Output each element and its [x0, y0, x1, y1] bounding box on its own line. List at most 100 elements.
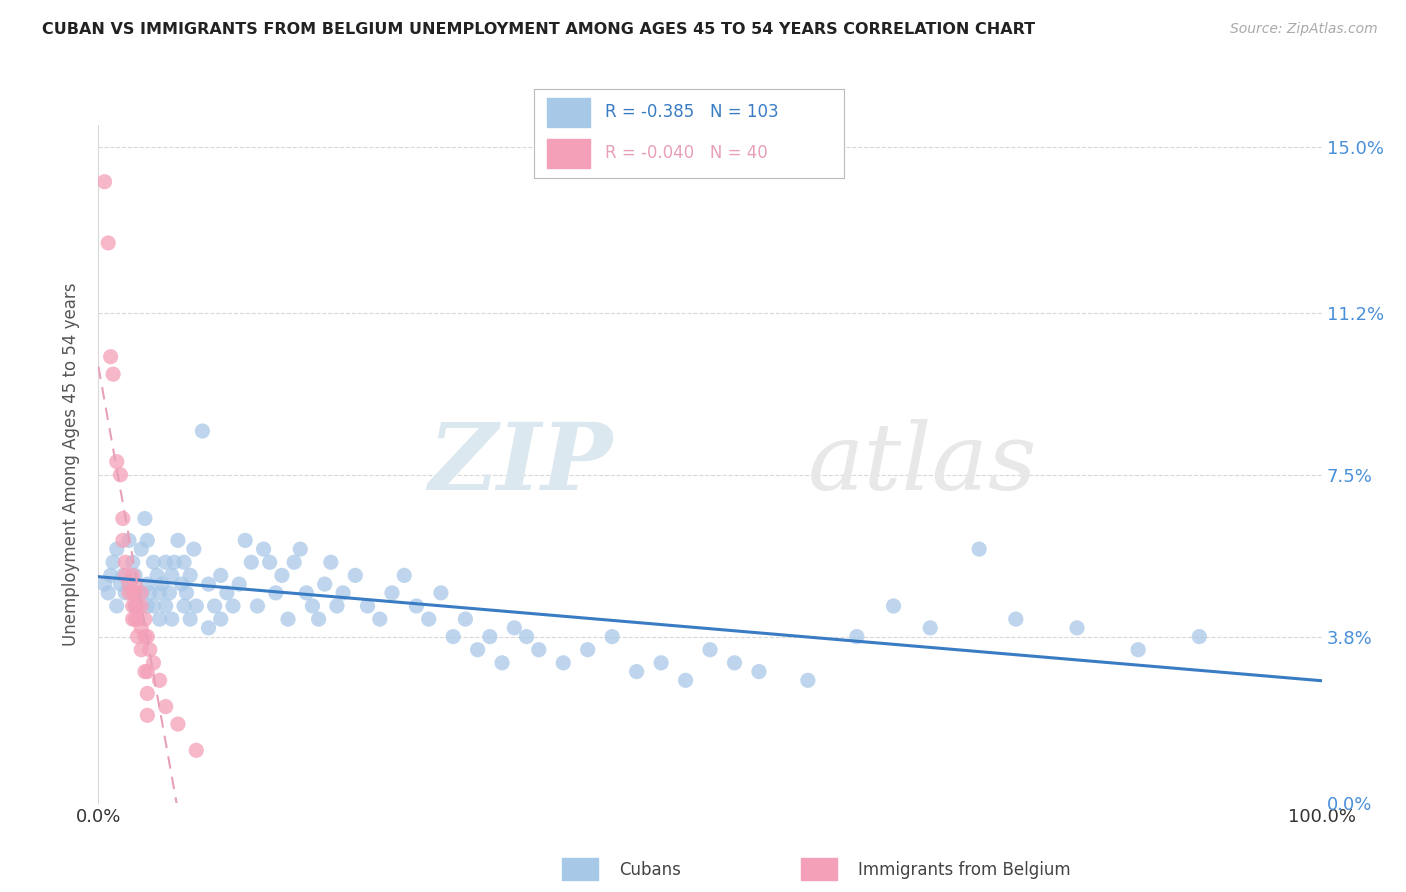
Point — [146, 568, 169, 582]
Point — [222, 599, 245, 613]
Point — [186, 743, 208, 757]
Point — [209, 612, 232, 626]
Point — [478, 630, 501, 644]
Point — [136, 686, 159, 700]
Point — [356, 599, 378, 613]
Point — [675, 673, 697, 688]
Point — [136, 708, 159, 723]
Point — [392, 568, 416, 582]
Point — [121, 555, 143, 569]
Point — [1066, 621, 1088, 635]
Point — [283, 555, 305, 569]
Point — [160, 612, 183, 626]
Point — [111, 568, 134, 582]
Text: R = -0.040   N = 40: R = -0.040 N = 40 — [606, 145, 768, 162]
Point — [381, 586, 404, 600]
Point — [626, 665, 648, 679]
Point — [418, 612, 440, 626]
Point — [197, 621, 219, 635]
Bar — [547, 98, 591, 127]
Point — [129, 599, 152, 613]
Text: atlas: atlas — [808, 419, 1038, 508]
Point — [124, 577, 146, 591]
Point — [179, 612, 201, 626]
Point — [118, 577, 141, 591]
Point — [127, 612, 149, 626]
Point — [1188, 630, 1211, 644]
Point — [600, 630, 623, 644]
Point — [503, 621, 526, 635]
Point — [129, 586, 152, 600]
Point — [845, 630, 868, 644]
Point — [129, 621, 152, 635]
Point — [160, 568, 183, 582]
Point — [136, 630, 159, 644]
Point — [139, 586, 162, 600]
Point — [576, 642, 599, 657]
Point — [114, 555, 136, 569]
Point — [270, 568, 294, 582]
Point — [491, 656, 513, 670]
Point — [797, 673, 820, 688]
Point — [149, 673, 172, 688]
Text: CUBAN VS IMMIGRANTS FROM BELGIUM UNEMPLOYMENT AMONG AGES 45 TO 54 YEARS CORRELAT: CUBAN VS IMMIGRANTS FROM BELGIUM UNEMPLO… — [42, 22, 1035, 37]
Point — [114, 568, 136, 582]
Point — [129, 642, 152, 657]
Point — [136, 599, 159, 613]
Point — [111, 533, 134, 548]
Point — [204, 599, 226, 613]
Point — [308, 612, 330, 626]
Point — [110, 577, 132, 591]
Point — [967, 542, 990, 557]
Point — [176, 586, 198, 600]
Point — [136, 533, 159, 548]
Point — [121, 599, 143, 613]
Point — [167, 533, 190, 548]
Point — [259, 555, 281, 569]
Point — [179, 568, 201, 582]
Point — [553, 656, 575, 670]
Point — [124, 568, 146, 582]
Point — [699, 642, 721, 657]
Point — [118, 577, 141, 591]
Point — [136, 665, 159, 679]
Point — [134, 630, 156, 644]
Point — [183, 542, 205, 557]
Point — [233, 533, 256, 548]
Point — [155, 555, 177, 569]
Point — [93, 577, 115, 591]
Point — [101, 367, 124, 381]
Point — [127, 599, 149, 613]
Point — [368, 612, 391, 626]
Point — [163, 555, 186, 569]
Point — [191, 424, 214, 438]
Point — [883, 599, 905, 613]
Point — [149, 612, 172, 626]
Point — [167, 717, 190, 731]
Point — [1128, 642, 1150, 657]
Point — [105, 542, 128, 557]
Point — [155, 599, 177, 613]
Point — [228, 577, 250, 591]
Point — [121, 586, 143, 600]
Point — [124, 586, 146, 600]
Point — [139, 642, 162, 657]
Point — [314, 577, 336, 591]
Point — [173, 599, 195, 613]
Point — [118, 586, 141, 600]
Point — [197, 577, 219, 591]
Point — [157, 586, 180, 600]
Point — [97, 586, 120, 600]
Point — [127, 630, 149, 644]
Point — [124, 599, 146, 613]
Point — [723, 656, 745, 670]
Point — [209, 568, 232, 582]
Point — [93, 175, 115, 189]
Point — [326, 599, 349, 613]
Point — [101, 555, 124, 569]
Point — [142, 656, 165, 670]
Point — [430, 586, 453, 600]
Point — [186, 599, 208, 613]
Point — [136, 577, 159, 591]
Point — [134, 511, 156, 525]
